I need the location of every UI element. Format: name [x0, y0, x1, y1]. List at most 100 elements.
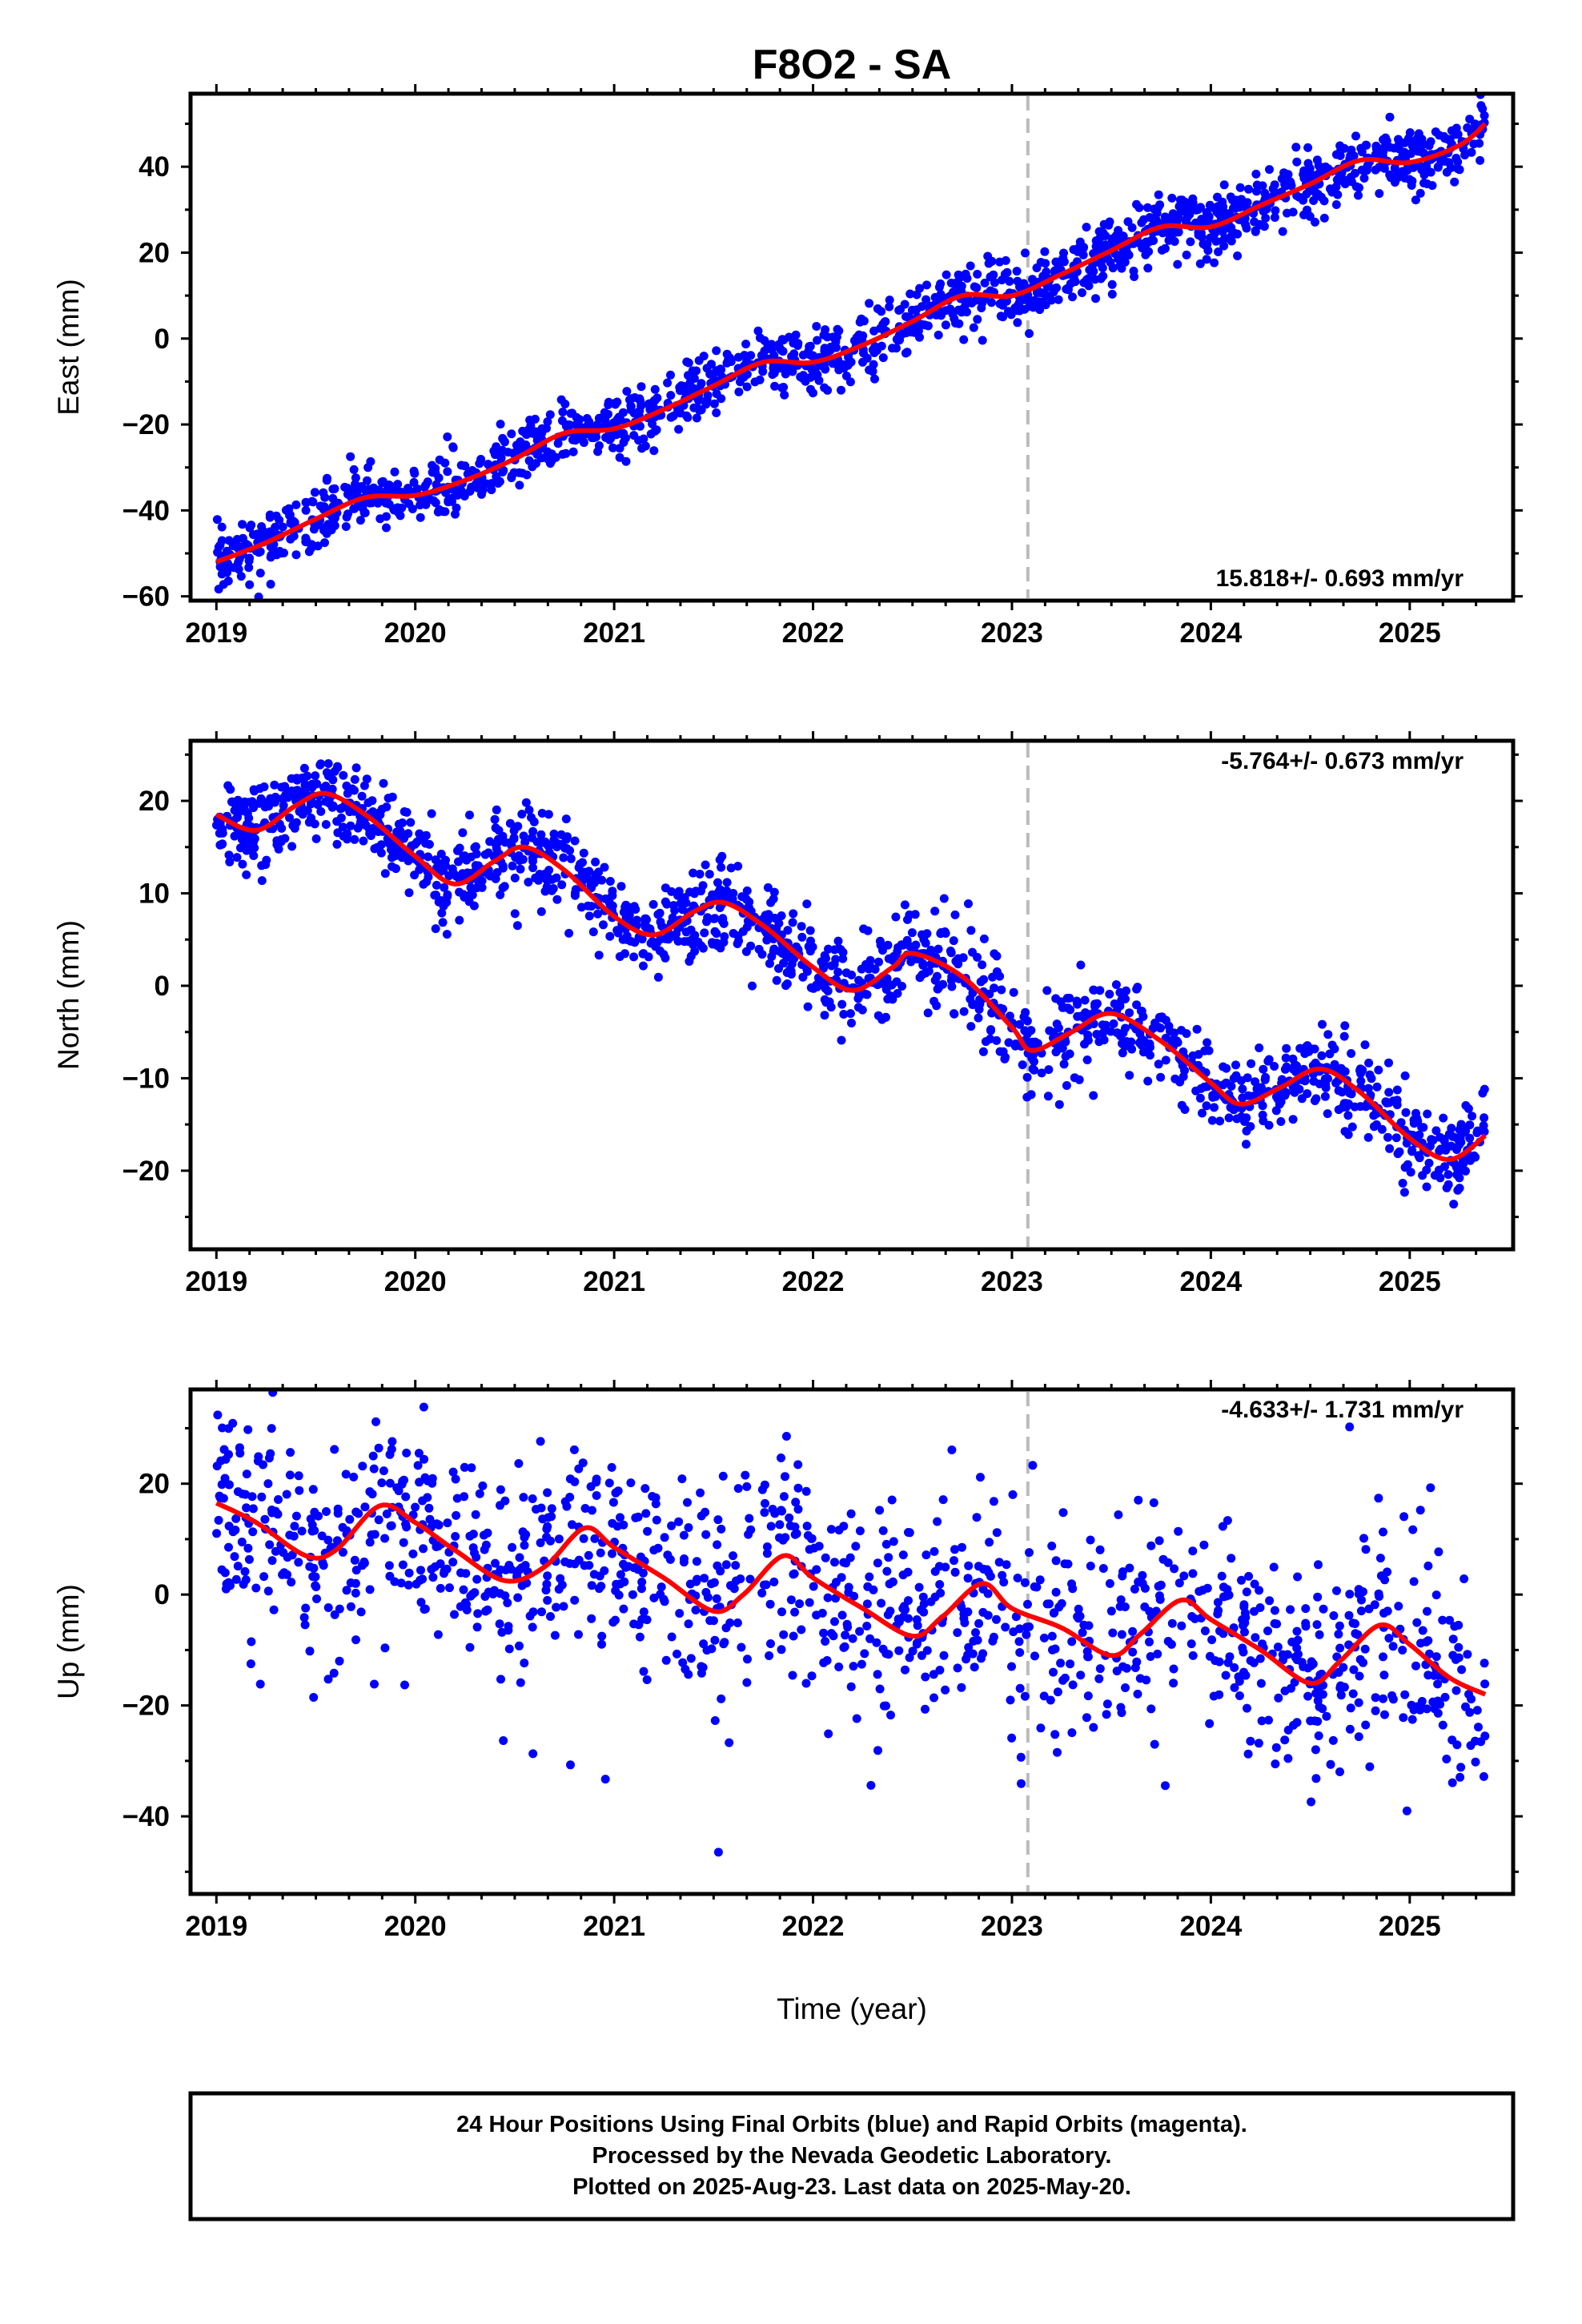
data-point: [1456, 1772, 1465, 1782]
data-point: [886, 1711, 895, 1720]
data-point: [351, 1507, 361, 1517]
data-point: [616, 1570, 625, 1579]
data-point: [608, 1498, 618, 1507]
data-point: [492, 472, 501, 481]
data-point: [380, 1643, 390, 1653]
data-point: [652, 1515, 661, 1525]
data-point: [915, 283, 925, 293]
data-point: [580, 867, 589, 877]
data-point: [382, 802, 391, 812]
data-point: [311, 834, 321, 843]
data-point: [1022, 1092, 1032, 1102]
data-point: [640, 914, 650, 923]
data-point: [1098, 1020, 1107, 1030]
data-point: [767, 952, 777, 961]
data-point: [1021, 295, 1030, 304]
data-point: [1361, 1720, 1371, 1730]
data-point: [973, 952, 982, 962]
data-point: [310, 1507, 319, 1517]
data-point: [1259, 1064, 1268, 1074]
data-point: [592, 1478, 601, 1487]
data-point: [587, 1581, 596, 1590]
data-point: [1211, 204, 1221, 214]
data-point: [684, 1619, 693, 1629]
data-point: [1340, 1021, 1350, 1031]
data-point: [1346, 1703, 1355, 1713]
data-point: [508, 1542, 517, 1552]
data-point: [1167, 1618, 1177, 1628]
data-point: [257, 876, 267, 886]
data-point: [926, 945, 936, 955]
data-point: [358, 1561, 367, 1570]
data-point: [1354, 191, 1363, 200]
x-tick-label: 2025: [1379, 617, 1441, 649]
data-point: [1092, 999, 1102, 1008]
data-point: [308, 1485, 318, 1494]
data-point: [311, 771, 320, 781]
data-point: [1117, 1708, 1126, 1718]
plot-frame: [188, 1387, 1516, 1896]
data-point: [278, 522, 287, 532]
data-point: [1154, 1059, 1163, 1069]
data-point: [978, 1649, 988, 1659]
data-point: [351, 1635, 360, 1645]
data-point: [350, 774, 359, 784]
data-point: [274, 1495, 283, 1504]
data-point: [1025, 1622, 1034, 1631]
y-tick-label: 10: [139, 879, 170, 910]
data-point: [962, 1655, 971, 1664]
data-point: [349, 1472, 359, 1482]
data-point: [1128, 1647, 1138, 1657]
data-point: [547, 886, 556, 895]
data-point: [224, 1480, 234, 1490]
data-point: [1402, 1806, 1411, 1815]
data-point: [1382, 136, 1391, 146]
data-point: [238, 859, 247, 869]
data-point: [338, 1547, 347, 1557]
data-point: [1265, 1596, 1275, 1606]
y-axis-label: North (mm): [52, 920, 85, 1070]
data-point: [742, 382, 752, 392]
data-point: [936, 290, 946, 300]
data-point: [992, 1035, 1002, 1045]
data-point: [1000, 269, 1010, 279]
y-tick-label: −20: [122, 1156, 170, 1187]
data-point: [1078, 243, 1087, 253]
data-point: [322, 768, 331, 778]
data-point: [762, 1549, 772, 1558]
data-point: [462, 1605, 472, 1614]
data-point: [1117, 1630, 1126, 1639]
data-point: [1423, 1561, 1433, 1570]
data-point: [767, 345, 777, 354]
data-point: [1456, 1763, 1466, 1772]
data-point: [1310, 1044, 1319, 1054]
data-point: [963, 1574, 973, 1583]
data-point: [1014, 1637, 1024, 1647]
data-point: [1192, 1024, 1202, 1034]
data-point: [737, 1642, 746, 1652]
data-point: [1463, 1650, 1472, 1659]
data-point: [790, 1607, 800, 1617]
data-point: [351, 1588, 360, 1598]
data-point: [552, 1602, 561, 1612]
data-point: [1078, 1628, 1087, 1638]
data-point: [495, 1619, 504, 1629]
data-point: [315, 760, 325, 770]
data-point: [1114, 1510, 1123, 1519]
data-point: [619, 1520, 628, 1530]
data-point: [636, 1584, 646, 1594]
data-point: [351, 763, 361, 773]
data-point: [608, 1618, 618, 1627]
data-point: [460, 492, 469, 501]
data-point: [809, 1582, 818, 1591]
data-point: [231, 1514, 241, 1523]
data-point: [1011, 1612, 1021, 1622]
data-point: [1237, 1575, 1246, 1585]
panels: 2019 2020 2021 2022 2023 2024 2025−60−40−20020…: [52, 84, 1523, 1942]
data-point: [212, 820, 221, 830]
data-point: [1270, 187, 1279, 197]
data-point: [528, 1749, 538, 1759]
data-point: [260, 1514, 270, 1524]
data-point: [1383, 1567, 1392, 1577]
data-point: [343, 509, 352, 519]
